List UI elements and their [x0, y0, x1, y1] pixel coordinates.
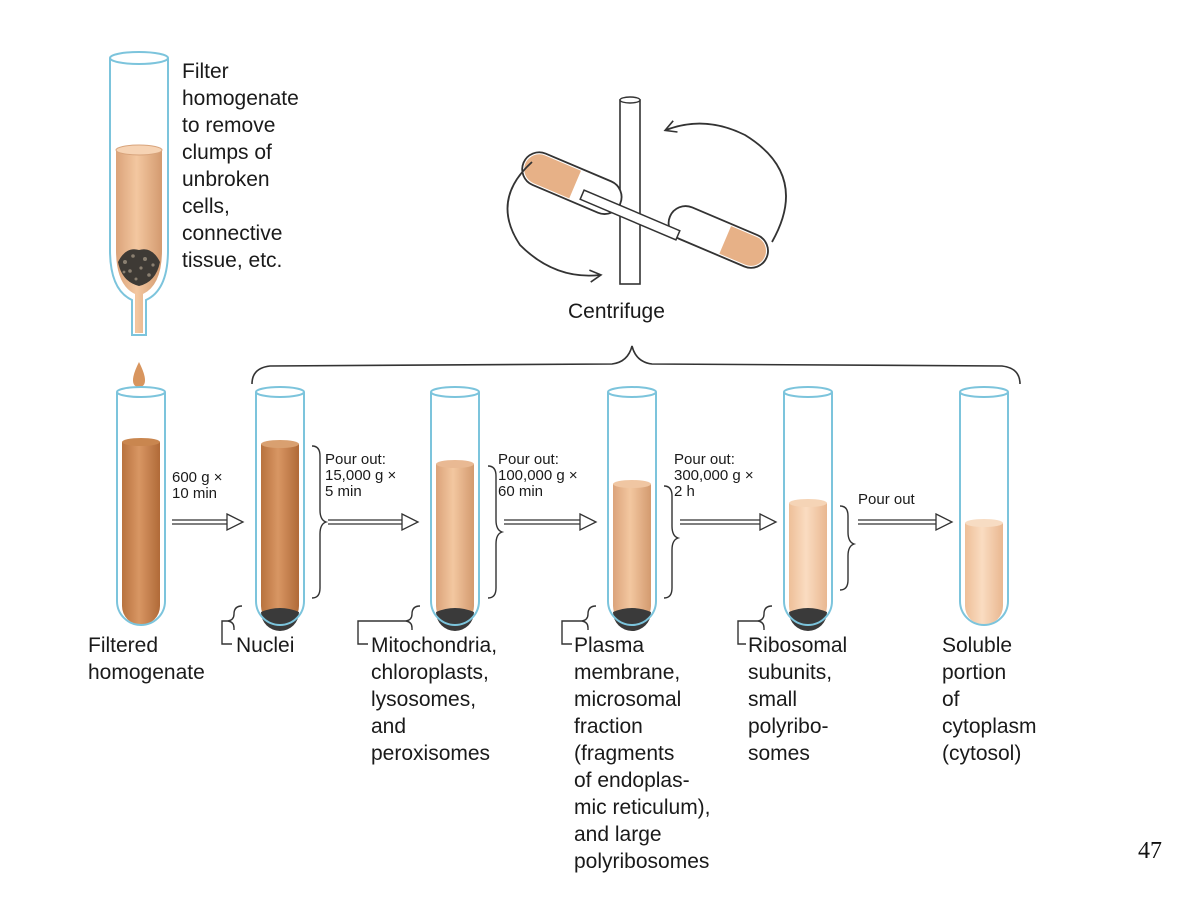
tube-mitochondria — [430, 386, 480, 631]
tube-label-ribosomal: Ribosomal subunits, small polyribo- some… — [748, 634, 848, 765]
filter-instruction-label: Filter homogenate to remove clumps of un… — [182, 60, 299, 272]
filter-funnel — [109, 51, 169, 387]
tubes-row — [116, 386, 1009, 631]
tube-nuclei — [255, 386, 305, 631]
step-label-1: 600 g × 10 min — [172, 469, 223, 502]
process-arrow-4 — [680, 512, 778, 532]
step-label-4: Pour out: 300,000 g × 2 h — [674, 451, 754, 500]
process-arrow-3 — [504, 512, 598, 532]
tube-label-cytosol: Soluble portion of cytoplasm (cytosol) — [942, 634, 1037, 765]
tube-label-filtered-homogenate: Filtered homogenate — [88, 634, 205, 684]
centrifuge-brace — [251, 345, 1021, 385]
tube-label-plasma-membrane: Plasma membrane, microsomal fraction (fr… — [574, 634, 711, 873]
centrifuge-label: Centrifuge — [568, 300, 665, 323]
centrifuge-rotor — [506, 96, 787, 285]
step-label-2: Pour out: 15,000 g × 5 min — [325, 451, 397, 500]
tube-ribosomal — [783, 386, 833, 631]
step-label-5: Pour out — [858, 491, 915, 508]
process-arrow-5 — [858, 512, 954, 532]
process-arrow-2 — [328, 512, 420, 532]
supernatant-braces — [311, 445, 857, 599]
tube-plasma-membrane — [607, 386, 657, 631]
tube-label-mitochondria: Mitochondria, chloroplasts, lysosomes, a… — [371, 634, 498, 765]
step-label-3: Pour out: 100,000 g × 60 min — [498, 451, 578, 500]
pellet-brackets — [221, 605, 773, 645]
tube-cytosol — [959, 386, 1009, 626]
arrows — [172, 512, 954, 532]
page-number: 47 — [1138, 838, 1162, 864]
tube-label-nuclei: Nuclei — [236, 634, 295, 657]
process-arrow-1 — [172, 512, 245, 532]
tube-filtered-homogenate — [116, 386, 166, 626]
